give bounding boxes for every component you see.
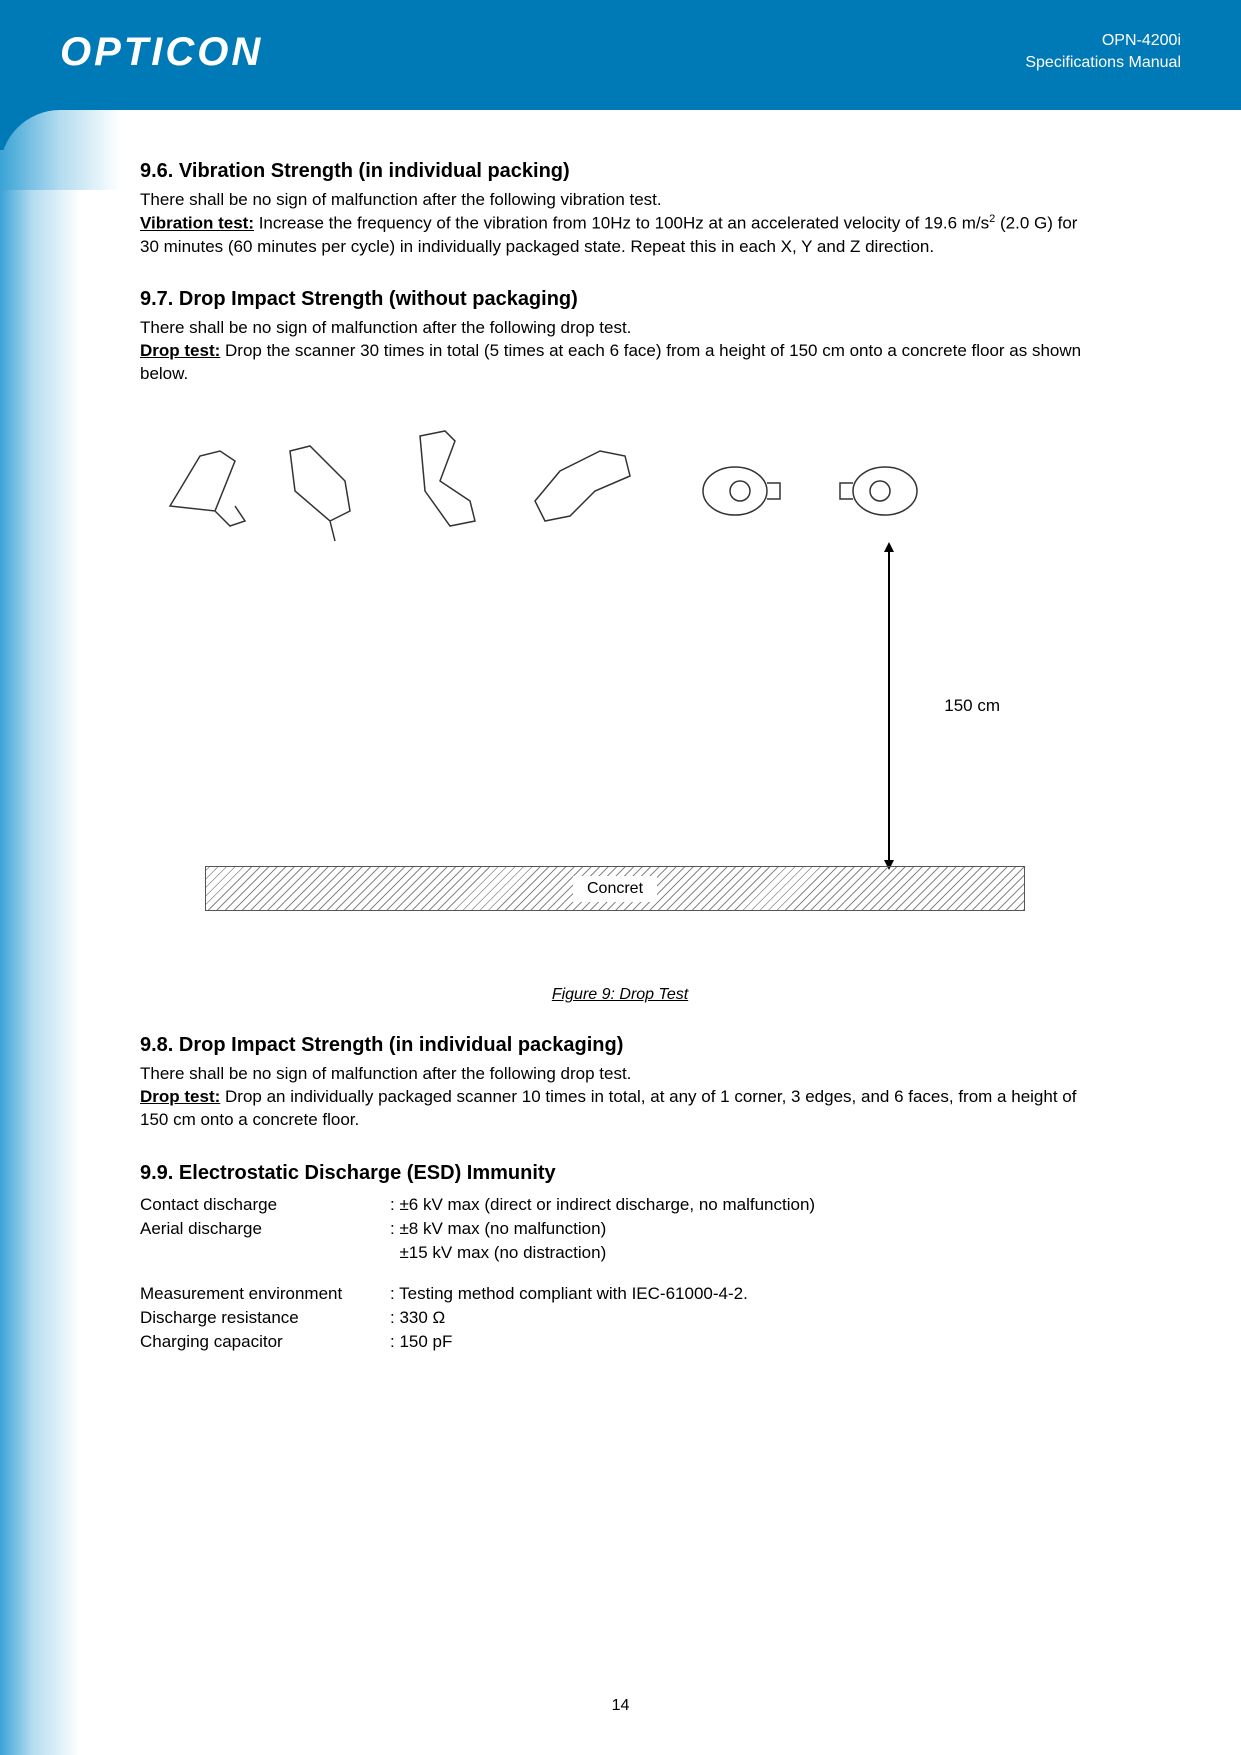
- concrete-floor: Concret: [205, 866, 1025, 911]
- table-row: ±15 kV max (no distraction): [140, 1241, 1100, 1265]
- corner-curve: [0, 90, 120, 150]
- table-row: Charging capacitor : 150 pF: [140, 1330, 1100, 1354]
- dimension-line: [888, 546, 890, 866]
- table-row: Measurement environment : Testing method…: [140, 1282, 1100, 1306]
- vibration-test-body-1: Increase the frequency of the vibration …: [254, 214, 989, 233]
- spec-value: : ±8 kV max (no malfunction): [390, 1217, 1100, 1241]
- section-97-body: There shall be no sign of malfunction af…: [140, 317, 1100, 386]
- section-98-title: 9.8. Drop Impact Strength (in individual…: [140, 1034, 1100, 1057]
- section-96-intro: There shall be no sign of malfunction af…: [140, 190, 662, 209]
- spec-label: Discharge resistance: [140, 1306, 390, 1330]
- drop-test-label: Drop test:: [140, 341, 220, 360]
- figure-caption: Figure 9: Drop Test: [140, 986, 1100, 1004]
- section-98-body: There shall be no sign of malfunction af…: [140, 1063, 1100, 1132]
- esd-spec-table: Contact discharge : ±6 kV max (direct or…: [140, 1193, 1100, 1354]
- section-96-title: 9.6. Vibration Strength (in individual p…: [140, 160, 1100, 183]
- spec-value: : 330 Ω: [390, 1306, 1100, 1330]
- drop-test-body: Drop the scanner 30 times in total (5 ti…: [140, 341, 1081, 383]
- drop-test-figure: 150 cm Concret: [140, 416, 1100, 946]
- manual-title: Specifications Manual: [1025, 52, 1181, 74]
- drop-test-2-label: Drop test:: [140, 1087, 220, 1106]
- spec-label: Charging capacitor: [140, 1330, 390, 1354]
- drop-test-2-body: Drop an individually packaged scanner 10…: [140, 1087, 1076, 1129]
- spec-label: [140, 1241, 390, 1265]
- page-number: 14: [612, 1697, 630, 1715]
- vibration-test-label: Vibration test:: [140, 214, 254, 233]
- header-meta: OPN-4200i Specifications Manual: [1025, 30, 1181, 75]
- product-name: OPN-4200i: [1025, 30, 1181, 52]
- spec-label: Contact discharge: [140, 1193, 390, 1217]
- page-content: 9.6. Vibration Strength (in individual p…: [140, 160, 1100, 1354]
- floor-label: Concret: [573, 876, 657, 902]
- side-gradient: [0, 110, 80, 1755]
- spec-value: ±15 kV max (no distraction): [390, 1241, 1100, 1265]
- table-row: Contact discharge : ±6 kV max (direct or…: [140, 1193, 1100, 1217]
- section-97-title: 9.7. Drop Impact Strength (without packa…: [140, 288, 1100, 311]
- spec-label: Aerial discharge: [140, 1217, 390, 1241]
- section-98-intro: There shall be no sign of malfunction af…: [140, 1064, 631, 1083]
- scanner-illustrations: [140, 416, 1100, 556]
- spec-value: : Testing method compliant with IEC-6100…: [390, 1282, 1100, 1306]
- spec-label: Measurement environment: [140, 1282, 390, 1306]
- section-97-intro: There shall be no sign of malfunction af…: [140, 318, 631, 337]
- section-99-title: 9.9. Electrostatic Discharge (ESD) Immun…: [140, 1162, 1100, 1185]
- page-header: OPTICON OPN-4200i Specifications Manual: [0, 0, 1241, 110]
- drop-height-label: 150 cm: [944, 696, 1000, 716]
- logo: OPTICON: [60, 30, 263, 75]
- table-row: Discharge resistance : 330 Ω: [140, 1306, 1100, 1330]
- spec-value: : 150 pF: [390, 1330, 1100, 1354]
- table-row: Aerial discharge : ±8 kV max (no malfunc…: [140, 1217, 1100, 1241]
- section-96-body: There shall be no sign of malfunction af…: [140, 189, 1100, 258]
- spec-value: : ±6 kV max (direct or indirect discharg…: [390, 1193, 1100, 1217]
